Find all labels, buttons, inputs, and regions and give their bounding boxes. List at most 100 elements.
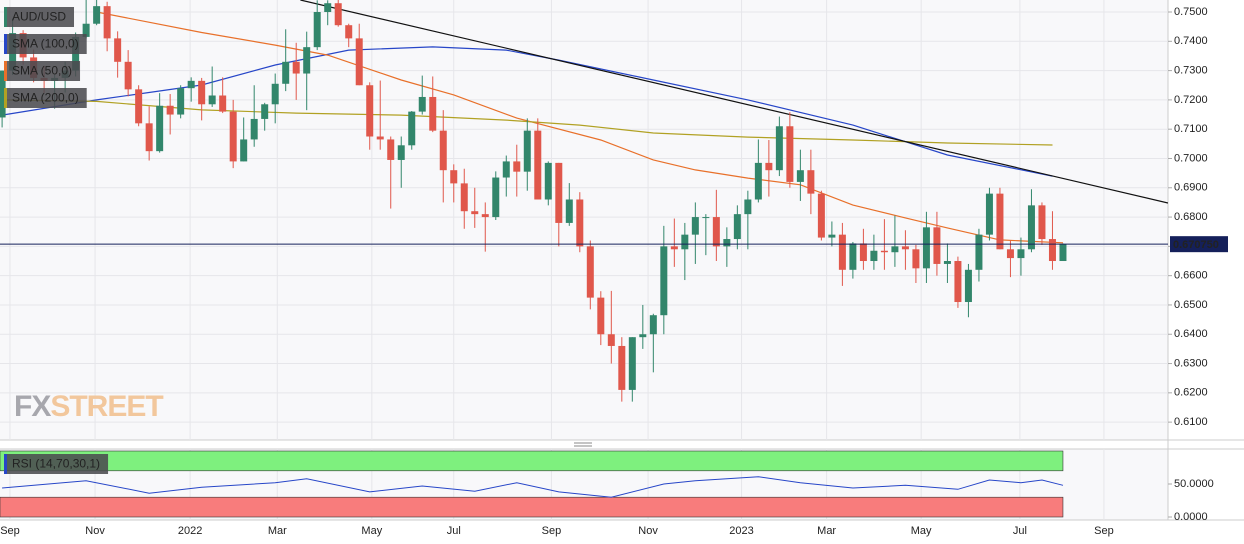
candle-body xyxy=(198,80,206,105)
candle-body xyxy=(240,139,248,162)
line-series xyxy=(2,99,1053,146)
candle-body xyxy=(544,162,552,200)
legend-item: SMA (200,0) xyxy=(4,88,87,108)
candle-body xyxy=(838,234,846,270)
candle-body xyxy=(93,6,101,24)
legend-swatch xyxy=(4,61,7,81)
y-tick-label: 0.6500 xyxy=(1174,299,1208,311)
candle-body xyxy=(880,250,888,253)
legend-swatch xyxy=(4,88,7,108)
legend-swatch xyxy=(4,7,7,27)
y-tick-label: 0.7300 xyxy=(1174,65,1208,77)
y-tick-label: 0.0000 xyxy=(1174,511,1208,523)
y-tick-label: 0.6300 xyxy=(1174,357,1208,369)
candle-body xyxy=(618,345,626,390)
candle-body xyxy=(975,234,983,270)
candle-body xyxy=(355,38,363,86)
candle-body xyxy=(439,130,447,171)
y-tick-label: 0.7500 xyxy=(1174,6,1208,18)
x-tick-label: Nov xyxy=(638,525,658,537)
candle-body xyxy=(0,70,6,118)
legend-label: SMA (50,0) xyxy=(12,64,72,78)
candle-body xyxy=(796,170,804,182)
candle-body xyxy=(943,261,951,264)
candle-body xyxy=(828,234,836,238)
candle-body xyxy=(135,89,143,124)
watermark-part: STREET xyxy=(50,390,163,423)
y-tick-label: 0.6800 xyxy=(1174,211,1208,223)
price-plot: FXSTREET xyxy=(0,0,1168,423)
x-tick-label: May xyxy=(911,525,932,537)
candle-body xyxy=(145,123,153,152)
candle-body xyxy=(229,111,237,162)
candle-body xyxy=(303,47,311,74)
candle-body xyxy=(681,234,689,250)
y-tick-label: 0.6900 xyxy=(1174,182,1208,194)
x-tick-label: 2023 xyxy=(729,525,753,537)
candle-body xyxy=(555,162,563,223)
candle-body xyxy=(250,118,258,140)
x-tick-label: Nov xyxy=(85,525,105,537)
candle-body xyxy=(775,126,783,171)
candle-body xyxy=(334,3,342,26)
x-tick-label: Sep xyxy=(1094,525,1114,537)
candle-body xyxy=(166,105,174,115)
y-tick-label: 0.6400 xyxy=(1174,328,1208,340)
candle-body xyxy=(1059,244,1067,262)
candle-body xyxy=(670,246,678,250)
price-plot-area xyxy=(0,0,1168,440)
last-price-label: 0.670750 xyxy=(1173,239,1219,251)
candle-body xyxy=(765,162,773,171)
legend-box xyxy=(4,88,87,108)
line-series xyxy=(300,0,1168,204)
legend-label: RSI (14,70,30,1) xyxy=(12,457,100,471)
candle-body xyxy=(954,261,962,303)
candle-body xyxy=(177,88,185,115)
candle-body xyxy=(817,193,825,238)
candle-body xyxy=(82,23,90,37)
candle-body xyxy=(1038,205,1046,240)
candle-body xyxy=(124,61,132,90)
legend-label: SMA (200,0) xyxy=(12,91,79,105)
x-tick-label: Sep xyxy=(0,525,20,537)
candle-body xyxy=(660,246,668,316)
candle-body xyxy=(712,217,720,247)
candle-body xyxy=(219,95,227,112)
candle-body xyxy=(292,61,300,74)
candle-body xyxy=(754,162,762,200)
candle-body xyxy=(576,199,584,247)
candle-body xyxy=(744,199,752,215)
candle-body xyxy=(723,239,731,247)
candle-body xyxy=(786,126,794,182)
candle-body xyxy=(607,334,615,346)
candle-body xyxy=(492,177,500,218)
candle-body xyxy=(261,104,269,119)
candle-body xyxy=(597,297,605,335)
candle-body xyxy=(628,337,636,390)
watermark-part: FX xyxy=(14,390,51,423)
legend-item: SMA (100,0) xyxy=(4,34,87,54)
candle-body xyxy=(324,3,332,13)
candle-body xyxy=(408,111,416,146)
legend-item: AUD/USD xyxy=(4,7,75,27)
legend-label: SMA (100,0) xyxy=(12,37,79,51)
y-tick-label: 0.7100 xyxy=(1174,123,1208,135)
candle-body xyxy=(639,334,647,338)
candle-body xyxy=(1006,249,1014,259)
y-tick-label: 0.6100 xyxy=(1174,416,1208,428)
legend-swatch xyxy=(4,34,7,54)
candle-body xyxy=(534,130,542,200)
candle-body xyxy=(1027,205,1035,250)
candle-body xyxy=(807,170,815,194)
candle-body xyxy=(922,227,930,269)
candle-body xyxy=(114,38,122,62)
candle-body xyxy=(1048,239,1056,262)
candle-body xyxy=(933,227,941,264)
panel-handle[interactable] xyxy=(574,442,592,447)
candle-body xyxy=(523,130,531,172)
candle-body xyxy=(1017,249,1025,259)
legend-box xyxy=(4,7,75,27)
candle-body xyxy=(376,136,384,140)
candle-body xyxy=(313,12,321,48)
legend-box xyxy=(4,34,87,54)
